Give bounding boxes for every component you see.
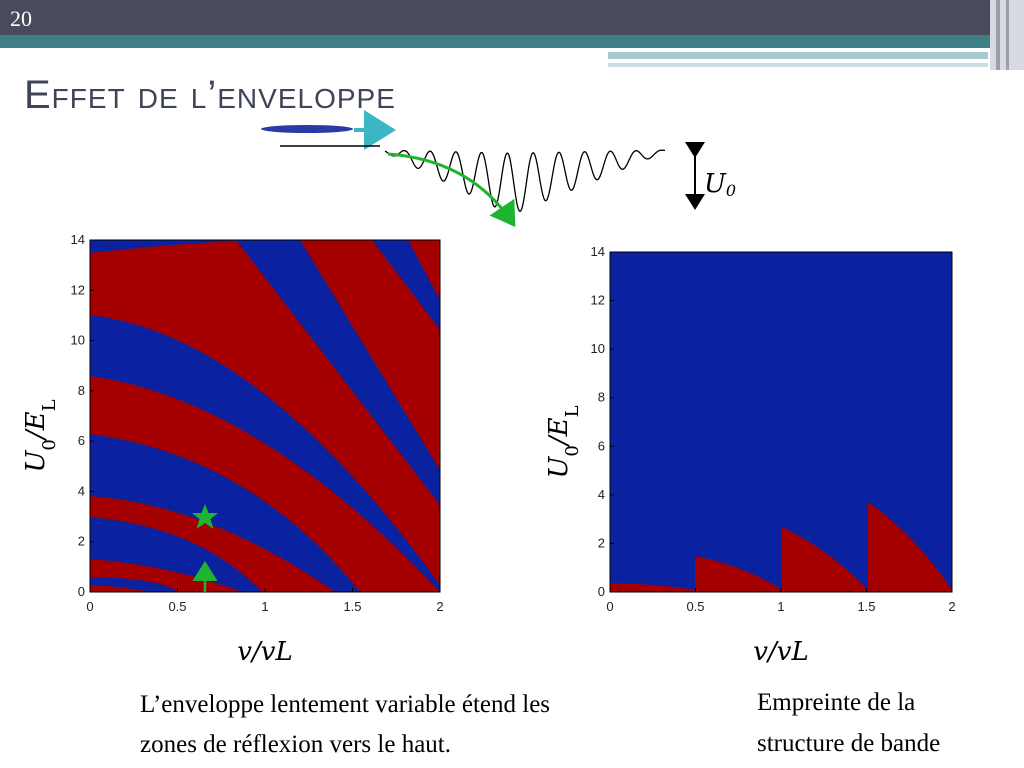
x-axis-label-part: /v <box>765 637 792 667</box>
x-tick-label: 0 <box>86 599 93 614</box>
region <box>90 240 250 253</box>
x-tick-label: 1.5 <box>343 599 361 614</box>
plot-area <box>90 240 440 592</box>
y-axis-label-part: L <box>39 399 60 411</box>
x-tick-label: 2 <box>436 599 443 614</box>
region <box>236 240 440 505</box>
region <box>372 240 440 330</box>
x-axis-label: v/vL <box>237 637 292 667</box>
x-tick-label: 1 <box>777 599 784 614</box>
region <box>90 315 440 592</box>
header-corner <box>996 0 1000 70</box>
y-tick-label: 10 <box>591 341 605 356</box>
y-tick-label: 4 <box>598 487 605 502</box>
region <box>90 517 262 592</box>
x-axis-label: v/vL <box>753 637 808 667</box>
green-arrow <box>387 152 516 227</box>
x-tick-label: 1 <box>261 599 268 614</box>
y-axis-label: U0/EL <box>544 405 583 478</box>
x-tick-label: 0.5 <box>686 599 704 614</box>
y-axis-label-part: /E <box>21 411 51 442</box>
y-tick-label: 14 <box>591 244 605 259</box>
y-tick-label: 10 <box>71 333 85 348</box>
caption-line: zones de réflexion vers le haut. <box>140 731 451 758</box>
u0-label: U0 <box>704 169 736 200</box>
y-axis-label-part: U <box>21 450 51 473</box>
region <box>610 583 695 592</box>
caption-line: structure de bande <box>757 730 940 757</box>
y-tick-label: 2 <box>598 535 605 550</box>
y-axis-label-part: 0 <box>562 445 583 456</box>
region <box>782 527 868 592</box>
x-axis-label-part: L <box>274 637 292 667</box>
y-axis-label-part: L <box>562 405 583 417</box>
y-axis-label-part: 0 <box>39 439 60 450</box>
header-strip <box>608 63 988 67</box>
slide-title: Effet de l’enveloppe <box>24 73 396 117</box>
x-tick-label: 0 <box>606 599 613 614</box>
x-tick-label: 2 <box>948 599 955 614</box>
y-tick-label: 0 <box>598 584 605 599</box>
y-axis-label-part: /E <box>544 417 574 448</box>
y-axis-label: U0/EL <box>21 399 60 472</box>
region <box>695 556 782 592</box>
x-tick-label: 0.5 <box>168 599 186 614</box>
y-tick-label: 2 <box>78 534 85 549</box>
caption-line: Empreinte de la <box>757 689 915 716</box>
wave-packet <box>261 125 353 133</box>
x-axis-label-part: /v <box>249 637 276 667</box>
u0-sub: 0 <box>726 181 736 200</box>
caption-line: L’enveloppe lentement variable étend les <box>140 691 550 718</box>
y-axis-label-part: U <box>544 456 574 479</box>
star-marker <box>192 504 218 529</box>
u0-main: U <box>704 169 727 199</box>
header-accent <box>0 35 1024 48</box>
header-strip <box>608 52 988 59</box>
x-axis-label-part: v <box>237 637 252 667</box>
region <box>868 502 952 592</box>
region <box>90 577 178 592</box>
y-tick-label: 12 <box>71 282 85 297</box>
y-tick-label: 6 <box>598 438 605 453</box>
x-axis-label-part: v <box>753 637 768 667</box>
y-tick-label: 14 <box>71 232 85 247</box>
y-tick-label: 8 <box>598 390 605 405</box>
y-tick-label: 0 <box>78 584 85 599</box>
y-tick-label: 8 <box>78 383 85 398</box>
x-axis-label-part: L <box>790 637 808 667</box>
region <box>90 434 360 592</box>
slide-number: 20 <box>10 6 32 31</box>
potential-wave <box>384 149 666 213</box>
y-tick-label: 4 <box>78 483 85 498</box>
plot-area <box>610 252 952 592</box>
x-tick-label: 1.5 <box>857 599 875 614</box>
header-corner <box>1006 0 1009 70</box>
y-tick-label: 6 <box>78 433 85 448</box>
header-bar <box>0 0 1024 35</box>
y-tick-label: 12 <box>591 293 605 308</box>
